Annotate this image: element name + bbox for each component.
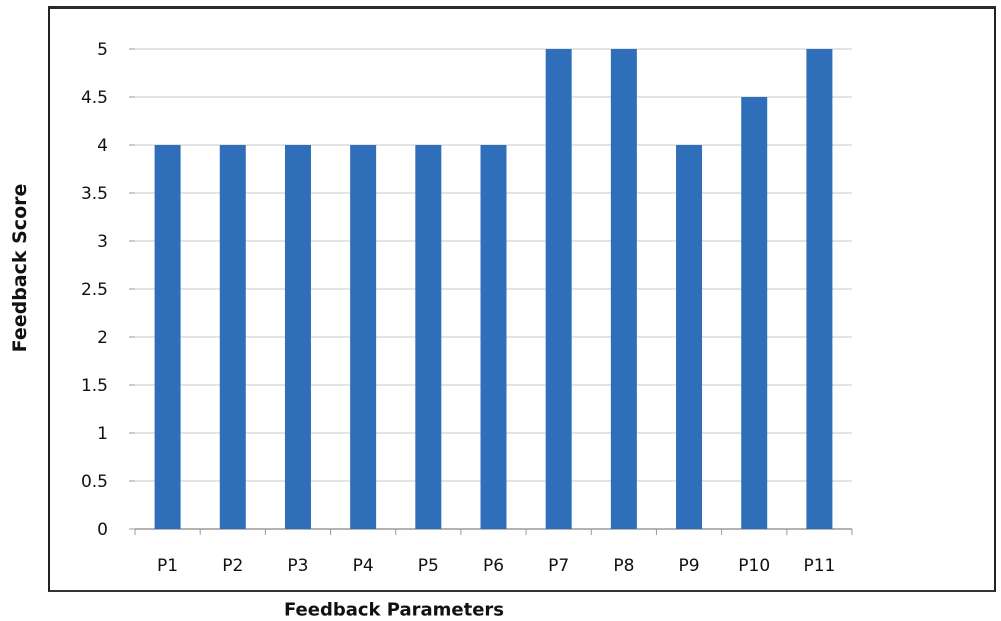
y-tick-label: 3.5 (81, 184, 108, 204)
bars (154, 49, 833, 529)
bar-p2 (219, 145, 246, 529)
bar-p5 (415, 145, 442, 529)
x-tick-label: P11 (803, 556, 835, 576)
x-tick-label: P8 (613, 556, 634, 576)
y-tick-label: 2 (97, 328, 108, 348)
bar-p1 (154, 145, 181, 529)
y-tick-label: 4.5 (81, 88, 108, 108)
x-tick-label: P6 (483, 556, 504, 576)
bar-p7 (545, 49, 572, 529)
bar-p4 (350, 145, 377, 529)
x-tick-label: P2 (222, 556, 243, 576)
y-tick-label: 4 (97, 136, 108, 156)
x-tick-label: P10 (738, 556, 770, 576)
y-tick-label: 3 (97, 232, 108, 252)
y-tick-labels: 0 0.5 1 1.5 2 2.5 3 3.5 4 4.5 5 (81, 40, 108, 540)
x-tick-label: P7 (548, 556, 569, 576)
x-tick-label: P5 (418, 556, 439, 576)
y-tick-label: 2.5 (81, 280, 108, 300)
y-tick-label: 5 (97, 40, 108, 60)
bar-p9 (676, 145, 703, 529)
x-tick-label: P3 (287, 556, 308, 576)
bar-p3 (284, 145, 311, 529)
y-tick-label: 0 (97, 520, 108, 540)
chart-frame (48, 6, 996, 592)
y-tick-label: 0.5 (81, 472, 108, 492)
y-tick-label: 1 (97, 424, 108, 444)
bar-p6 (480, 145, 507, 529)
bar-p10 (741, 97, 768, 529)
x-tick-label: P9 (679, 556, 700, 576)
x-axis-title: Feedback Parameters (283, 599, 505, 621)
bar-p8 (610, 49, 637, 529)
x-tick-label: P1 (157, 556, 178, 576)
x-tick-labels: P1 P2 P3 P4 P5 P6 P7 P8 P9 P10 P11 (134, 529, 853, 576)
x-tick-label: P4 (353, 556, 374, 576)
y-tick-label: 1.5 (81, 376, 108, 396)
bar-p11 (806, 49, 833, 529)
